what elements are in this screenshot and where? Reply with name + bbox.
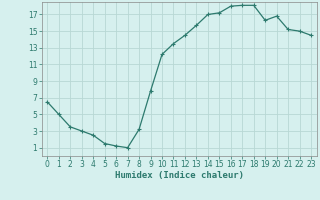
- X-axis label: Humidex (Indice chaleur): Humidex (Indice chaleur): [115, 171, 244, 180]
